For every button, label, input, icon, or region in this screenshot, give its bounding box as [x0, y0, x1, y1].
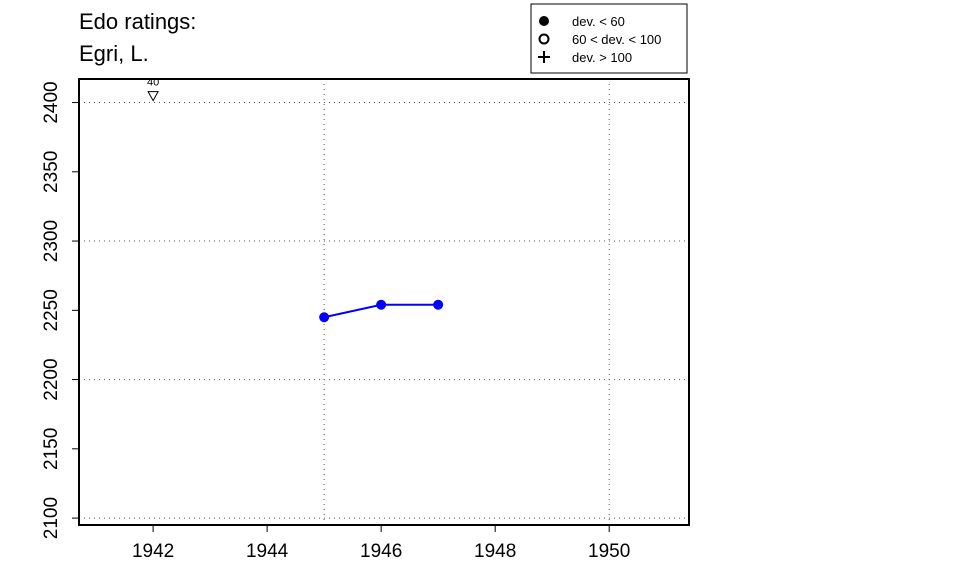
data-point-1945 — [319, 312, 330, 323]
y-tick-label-2300: 2300 — [41, 220, 62, 262]
chart-title-line-2: Egri, L. — [79, 41, 149, 66]
y-tick-label-2200: 2200 — [41, 358, 62, 400]
legend-marker-open-circle — [538, 33, 550, 45]
data-point-1946 — [376, 299, 387, 310]
legend-marker-filled-circle — [539, 16, 549, 26]
x-tick-label-1948: 1948 — [474, 541, 516, 562]
y-tick-label-2400: 2400 — [41, 81, 62, 123]
legend-box — [530, 3, 688, 74]
annotation-triangle-0 — [147, 91, 159, 102]
y-axis: 2100 2150 2200 2250 2300 2350 2400 — [41, 81, 79, 539]
x-tick-label-1942: 1942 — [132, 541, 174, 562]
legend: dev. < 60 60 < dev. < 100 dev. > 100 — [530, 3, 688, 74]
legend-label-1: 60 < dev. < 100 — [572, 32, 661, 47]
legend-label-2: dev. > 100 — [572, 50, 632, 65]
legend-label-0: dev. < 60 — [572, 14, 625, 29]
y-tick-label-2350: 2350 — [41, 151, 62, 193]
chart-title-line-1: Edo ratings: — [79, 9, 197, 34]
grid-layer — [79, 79, 689, 525]
x-tick-label-1950: 1950 — [588, 541, 630, 562]
plot-frame — [78, 78, 690, 526]
data-point-1947 — [433, 299, 444, 310]
y-tick-label-2150: 2150 — [41, 428, 62, 470]
x-tick-label-1944: 1944 — [246, 541, 289, 562]
x-axis: 1942 1944 1946 1948 1950 — [132, 525, 630, 562]
y-tick-label-2100: 2100 — [41, 497, 62, 539]
annotation-layer: 40 — [147, 77, 159, 102]
series-layer — [319, 299, 444, 323]
legend-marker-plus — [538, 51, 550, 63]
y-tick-label-2250: 2250 — [41, 289, 62, 331]
x-tick-label-1946: 1946 — [360, 541, 402, 562]
